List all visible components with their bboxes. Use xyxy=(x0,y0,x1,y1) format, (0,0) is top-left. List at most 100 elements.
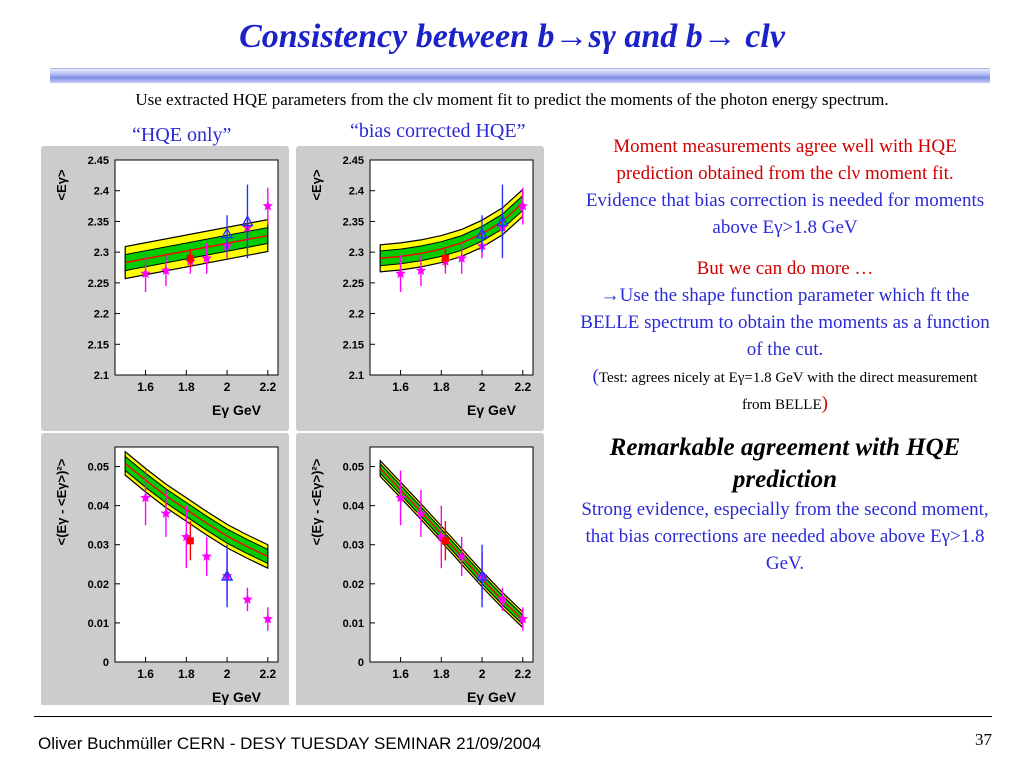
data-point-square xyxy=(441,537,449,545)
side-commentary: Moment measurements agree well with HQE … xyxy=(580,134,990,578)
y-tick-label: 0.03 xyxy=(88,540,109,552)
y-tick-label: 2.45 xyxy=(343,155,364,167)
y-tick-label: 0 xyxy=(358,657,364,669)
x-axis-label: Eγ GeV xyxy=(467,689,517,705)
data-point-triangle xyxy=(220,569,234,581)
y-tick-label: 0.01 xyxy=(88,618,109,630)
x-tick-label: 1.6 xyxy=(392,380,409,394)
y-tick-label: 2.1 xyxy=(349,370,364,382)
data-point-triangle xyxy=(220,227,234,239)
data-point-square xyxy=(186,537,194,545)
data-point-star xyxy=(517,200,528,211)
x-tick-label: 2 xyxy=(224,380,231,394)
para-more-note: (Test: agrees nicely at Eγ=1.8 GeV with … xyxy=(592,365,978,414)
data-point-star xyxy=(497,594,508,604)
y-tick-label: 2.25 xyxy=(343,278,364,290)
y-tick-label: 2.2 xyxy=(349,309,364,321)
x-tick-label: 2.2 xyxy=(259,667,276,681)
page-number: 37 xyxy=(975,730,992,749)
data-point-square xyxy=(186,254,194,262)
data-point-triangle xyxy=(496,214,509,227)
y-tick-label: 2.4 xyxy=(349,186,365,198)
data-point-star xyxy=(262,613,273,624)
slide-title: Consistency between b→sγ and b→ clν xyxy=(239,18,785,55)
data-point-star xyxy=(517,613,528,624)
slide-subtitle: Use extracted HQE parameters from the cl… xyxy=(135,90,889,109)
x-tick-label: 2.2 xyxy=(514,667,531,681)
y-tick-label: 2.4 xyxy=(94,186,110,198)
y-tick-label: 2.15 xyxy=(343,339,364,351)
x-axis-label: Eγ GeV xyxy=(212,402,262,418)
x-tick-label: 1.8 xyxy=(178,667,195,681)
y-axis-label: <Eγ> xyxy=(54,169,69,200)
para-more-note-text: Test: agrees nicely at Eγ=1.8 GeV with t… xyxy=(598,369,978,413)
data-point-star xyxy=(201,551,212,561)
y-tick-label: 2.45 xyxy=(88,155,109,167)
para-agreement: Moment measurements agree well with HQE … xyxy=(613,136,957,184)
y-tick-label: 2.1 xyxy=(94,370,109,382)
footer-divider xyxy=(34,716,992,717)
y-tick-label: 2.15 xyxy=(88,339,109,351)
y-axis-label: <(Eγ - <Eγ>)²> xyxy=(54,458,69,545)
prediction-center-line xyxy=(379,468,524,621)
y-tick-label: 0.02 xyxy=(343,579,364,591)
label-hqe-only: “HQE only” xyxy=(132,124,232,146)
y-tick-label: 0.04 xyxy=(343,501,365,513)
x-tick-label: 1.8 xyxy=(178,380,195,394)
data-point-star xyxy=(415,508,427,518)
data-point-star xyxy=(242,594,253,604)
data-point-triangle xyxy=(241,214,254,227)
x-axis-label: Eγ GeV xyxy=(467,402,517,418)
data-point-star xyxy=(395,268,406,279)
y-tick-label: 2.35 xyxy=(343,216,364,228)
x-tick-label: 1.8 xyxy=(433,380,450,394)
x-tick-label: 2 xyxy=(479,667,486,681)
title-underline-bar xyxy=(50,68,990,83)
moment-plots-grid: 1.6 1.8 2 2.2 Eγ GeV 2.45 2.4 2.35 2.3 2.25 2.2 2.1… xyxy=(41,146,544,705)
para-more-body: →Use the shape function parameter which … xyxy=(580,284,990,360)
x-tick-label: 2.2 xyxy=(259,380,276,394)
data-point-star xyxy=(201,252,212,263)
x-tick-label: 2 xyxy=(224,667,231,681)
y-tick-label: 2.3 xyxy=(94,247,109,259)
plot-panel-hqe-only-variance: 1.6 1.8 2 2.2 Eγ GeV 0.05 0.04 0.03 0.02 0.01 0 <(E… xyxy=(41,433,289,705)
data-point-star xyxy=(395,492,406,503)
para-remarkable-body: Strong evidence, especially from the sec… xyxy=(581,498,989,574)
y-tick-label: 0.04 xyxy=(88,501,110,513)
data-point-triangle xyxy=(475,227,489,239)
y-tick-label: 0.05 xyxy=(88,462,109,474)
para-more-title: But we can do more … xyxy=(696,257,874,279)
x-tick-label: 1.8 xyxy=(433,667,450,681)
data-point-square xyxy=(441,254,449,262)
data-point-star xyxy=(456,551,467,561)
plot-panel-hqe-only-mean: 1.6 1.8 2 2.2 Eγ GeV 2.45 2.4 2.35 2.3 2.25 2.2 2.1… xyxy=(41,146,289,431)
y-tick-label: 0.02 xyxy=(88,579,109,591)
label-bias-corrected: “bias corrected HQE” xyxy=(350,120,526,142)
data-point-star xyxy=(456,252,467,263)
plot-panel-bias-corrected-variance: 1.6 1.8 2 2.2 Eγ GeV 0.05 0.04 0.03 0.02 0.01 0 <(E… xyxy=(296,433,544,705)
y-tick-label: 0 xyxy=(103,657,109,669)
data-point-star xyxy=(140,492,151,503)
para-remarkable-title: Remarkable agreement with HQE prediction xyxy=(609,433,961,494)
data-point-star xyxy=(262,200,273,211)
data-point-star xyxy=(160,508,172,518)
data-point-triangle xyxy=(475,569,489,581)
para-evidence: Evidence that bias correction is needed … xyxy=(585,189,985,238)
data-point-star xyxy=(415,265,427,275)
uncertainty-band-inner xyxy=(124,455,269,565)
y-tick-label: 0.05 xyxy=(343,462,364,474)
x-tick-label: 1.6 xyxy=(137,667,154,681)
y-tick-label: 2.2 xyxy=(94,309,109,321)
x-axis-label: Eγ GeV xyxy=(212,689,262,705)
x-tick-label: 2.2 xyxy=(514,380,531,394)
data-point-star xyxy=(140,268,151,279)
y-axis-label: <(Eγ - <Eγ>)²> xyxy=(309,458,324,545)
footer-author: Oliver Buchmüller CERN - DESY TUESDAY SE… xyxy=(38,734,542,753)
y-tick-label: 0.03 xyxy=(343,540,364,552)
x-tick-label: 1.6 xyxy=(392,667,409,681)
y-tick-label: 2.35 xyxy=(88,216,109,228)
x-tick-label: 1.6 xyxy=(137,380,154,394)
prediction-center-line xyxy=(124,462,269,558)
plot-panel-bias-corrected-mean: 1.6 1.8 2 2.2 Eγ GeV 2.45 2.4 2.35 2.3 2.25 2.2 2.1… xyxy=(296,146,544,431)
y-axis-label: <Eγ> xyxy=(309,169,324,200)
